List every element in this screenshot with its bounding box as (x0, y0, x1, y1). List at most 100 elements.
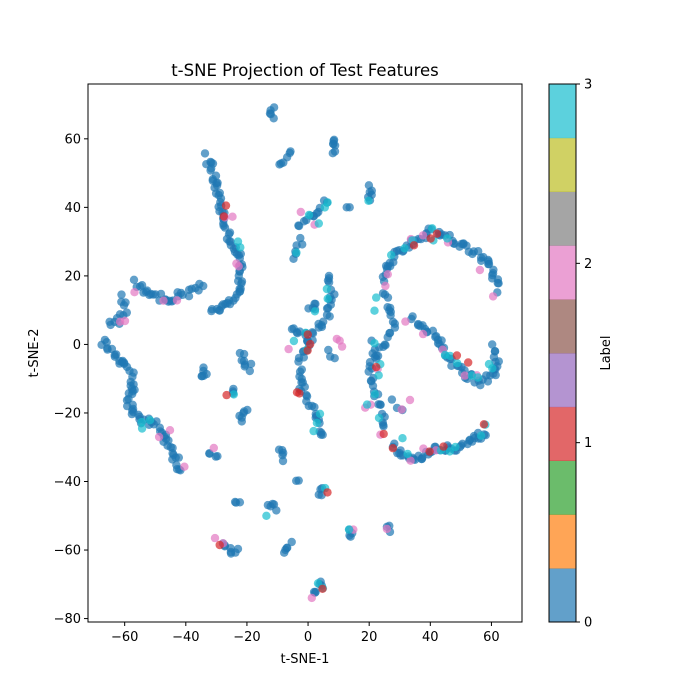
scatter-point-label-3 (484, 359, 494, 369)
x-tick-label: −60 (111, 630, 138, 645)
scatter-points (97, 103, 503, 603)
scatter-point-label-2 (418, 231, 428, 240)
scatter-point-label-0 (484, 259, 493, 269)
scatter-point-label-2 (488, 292, 498, 301)
scatter-point-label-3 (322, 284, 332, 294)
scatter-point-label-1 (306, 339, 315, 349)
colorbar-tick-label: 1 (584, 436, 592, 451)
scatter-point-label-0 (477, 256, 486, 265)
scatter-point-label-3 (315, 409, 325, 418)
scatter-point-label-3 (309, 426, 318, 436)
scatter-point-label-1 (303, 346, 312, 355)
scatter-point-label-2 (460, 371, 469, 380)
scatter-point-label-3 (403, 449, 412, 459)
scatter-point-label-3 (370, 339, 379, 348)
scatter-point-label-3 (229, 390, 238, 399)
scatter-point-label-0 (216, 194, 226, 203)
scatter-point-label-0 (294, 476, 303, 485)
scatter-point-label-1 (432, 229, 442, 238)
scatter-point-label-2 (382, 524, 392, 534)
scatter-point-label-0 (246, 359, 256, 369)
y-axis: −80 −60 −40 −20 0 20 40 60 (54, 132, 88, 627)
scatter-point-label-0 (490, 347, 500, 356)
scatter-point-label-2 (296, 207, 305, 217)
scatter-point-label-3 (137, 417, 146, 427)
scatter-point-label-3 (428, 224, 437, 233)
scatter-point-label-1 (318, 584, 327, 593)
scatter-point-label-2 (307, 593, 316, 603)
colorbar-axis: 0 1 2 3 (576, 78, 592, 631)
x-tick-label: −40 (172, 630, 199, 645)
scatter-point-label-0 (298, 240, 307, 249)
scatter-point-label-0 (213, 452, 222, 461)
scatter-point-label-1 (303, 330, 312, 339)
scatter-point-label-0 (207, 305, 217, 314)
scatter-point-label-3 (289, 336, 299, 346)
scatter-point-label-3 (312, 418, 322, 428)
scatter-point-label-2 (120, 316, 130, 326)
scatter-point-label-1 (426, 234, 435, 243)
x-tick-label: 60 (483, 630, 500, 645)
scatter-point-label-0 (379, 420, 388, 429)
scatter-point-label-0 (237, 417, 246, 426)
colorbar-frame (548, 83, 577, 623)
scatter-point-label-0 (102, 338, 111, 347)
scatter-point-label-2 (159, 296, 168, 305)
scatter-point-label-3 (453, 359, 462, 368)
scatter-point-label-0 (245, 366, 254, 376)
scatter-point-label-0 (278, 456, 288, 466)
scatter-point-label-0 (184, 292, 194, 301)
scatter-point-label-3 (398, 434, 407, 443)
scatter-point-label-0 (330, 354, 339, 363)
scatter-point-label-0 (207, 164, 216, 173)
colorbar-band (549, 568, 576, 623)
scatter-point-label-2 (397, 405, 406, 414)
colorbar-band (549, 514, 576, 569)
scatter-point-label-3 (262, 511, 271, 520)
scatter-point-label-2 (210, 533, 220, 543)
scatter-point-label-2 (405, 395, 415, 405)
y-tick-label: 0 (73, 338, 81, 353)
scatter-point-label-2 (209, 443, 218, 453)
scatter-point-label-0 (184, 285, 194, 294)
scatter-point-label-0 (272, 506, 281, 515)
scatter-point-label-2 (406, 456, 415, 465)
x-tick-label: 0 (304, 630, 312, 645)
scatter-point-label-1 (479, 420, 489, 429)
scatter-point-label-0 (197, 372, 206, 381)
scatter-point-label-0 (174, 453, 183, 462)
scatter-point-label-0 (200, 149, 210, 158)
scatter-point-label-0 (322, 310, 332, 320)
scatter-point-label-3 (236, 243, 245, 252)
scatter-point-label-0 (322, 304, 332, 313)
scatter-point-label-3 (473, 373, 483, 382)
scatter-point-label-0 (311, 587, 320, 597)
scatter-point-label-1 (323, 488, 332, 497)
scatter-point-label-2 (383, 270, 392, 279)
scatter-point-label-3 (374, 413, 384, 423)
scatter-point-label-0 (119, 301, 129, 310)
colorbar-tick-label: 2 (584, 257, 592, 272)
scatter-point-label-3 (370, 390, 380, 399)
colorbar-band (549, 460, 576, 515)
scatter-point-label-3 (292, 248, 301, 257)
scatter-point-label-3 (451, 442, 460, 452)
scatter-point-label-0 (494, 279, 503, 288)
scatter-point-label-0 (330, 147, 340, 156)
scatter-point-label-0 (373, 351, 383, 361)
y-tick-label: 60 (64, 132, 81, 147)
scatter-point-label-0 (310, 402, 319, 412)
x-axis-label: t-SNE-1 (281, 652, 330, 667)
scatter-point-label-2 (284, 344, 293, 354)
scatter-point-label-3 (304, 210, 314, 220)
y-tick-label: −80 (54, 612, 81, 627)
scatter-point-label-3 (445, 351, 455, 361)
scatter-point-label-2 (475, 265, 485, 275)
scatter-point-label-0 (324, 278, 334, 287)
colorbar-band (549, 137, 576, 192)
scatter-point-label-0 (346, 532, 355, 541)
scatter-point-label-0 (474, 247, 483, 256)
scatter-point-label-1 (439, 442, 448, 451)
